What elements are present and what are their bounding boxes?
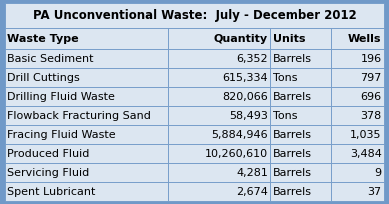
Bar xyxy=(270,68,331,87)
Bar xyxy=(270,106,331,125)
Bar xyxy=(331,49,384,68)
Bar xyxy=(5,68,168,87)
Text: 10,260,610: 10,260,610 xyxy=(205,149,268,159)
Bar xyxy=(5,3,384,29)
Text: Produced Fluid: Produced Fluid xyxy=(7,149,90,159)
Bar xyxy=(5,49,168,68)
Bar xyxy=(270,49,331,68)
Text: Basic Sediment: Basic Sediment xyxy=(7,54,94,64)
Bar xyxy=(168,125,270,144)
Bar xyxy=(5,125,168,144)
Bar xyxy=(270,144,331,163)
Text: Spent Lubricant: Spent Lubricant xyxy=(7,187,96,197)
Text: 615,334: 615,334 xyxy=(223,73,268,83)
Bar xyxy=(331,29,384,49)
Text: Tons: Tons xyxy=(273,111,297,121)
Text: Barrels: Barrels xyxy=(273,168,312,178)
Text: Barrels: Barrels xyxy=(273,54,312,64)
Bar xyxy=(168,49,270,68)
Bar xyxy=(5,163,168,182)
Text: 696: 696 xyxy=(361,92,382,102)
Bar xyxy=(270,182,331,201)
Bar xyxy=(270,163,331,182)
Bar xyxy=(168,29,270,49)
Text: 820,066: 820,066 xyxy=(222,92,268,102)
Text: 1,035: 1,035 xyxy=(350,130,382,140)
Text: Drill Cuttings: Drill Cuttings xyxy=(7,73,80,83)
Bar xyxy=(168,144,270,163)
Bar xyxy=(331,125,384,144)
Bar xyxy=(270,87,331,106)
Bar xyxy=(168,68,270,87)
Text: Barrels: Barrels xyxy=(273,187,312,197)
Text: 4,281: 4,281 xyxy=(236,168,268,178)
Text: Waste Type: Waste Type xyxy=(7,34,79,44)
Text: 378: 378 xyxy=(360,111,382,121)
Text: 6,352: 6,352 xyxy=(237,54,268,64)
Text: PA Unconventional Waste:  July - December 2012: PA Unconventional Waste: July - December… xyxy=(33,9,356,22)
Bar xyxy=(331,182,384,201)
Text: Barrels: Barrels xyxy=(273,92,312,102)
Bar xyxy=(331,163,384,182)
Text: 196: 196 xyxy=(361,54,382,64)
Bar xyxy=(5,106,168,125)
Bar xyxy=(5,144,168,163)
Bar xyxy=(168,163,270,182)
Bar xyxy=(270,29,331,49)
Bar xyxy=(331,68,384,87)
Text: 37: 37 xyxy=(368,187,382,197)
Bar xyxy=(5,29,168,49)
Text: 2,674: 2,674 xyxy=(236,187,268,197)
Text: Drilling Fluid Waste: Drilling Fluid Waste xyxy=(7,92,115,102)
Text: Units: Units xyxy=(273,34,305,44)
Text: Fracing Fluid Waste: Fracing Fluid Waste xyxy=(7,130,116,140)
Text: Servicing Fluid: Servicing Fluid xyxy=(7,168,89,178)
Text: Tons: Tons xyxy=(273,73,297,83)
Bar xyxy=(331,144,384,163)
Bar xyxy=(168,87,270,106)
Bar xyxy=(331,87,384,106)
Bar xyxy=(270,125,331,144)
Bar xyxy=(5,182,168,201)
Bar xyxy=(331,106,384,125)
Bar xyxy=(168,182,270,201)
Text: 58,493: 58,493 xyxy=(229,111,268,121)
Text: Quantity: Quantity xyxy=(214,34,268,44)
Text: Barrels: Barrels xyxy=(273,130,312,140)
Text: 3,484: 3,484 xyxy=(350,149,382,159)
Text: 9: 9 xyxy=(375,168,382,178)
Text: Wells: Wells xyxy=(348,34,382,44)
Text: 5,884,946: 5,884,946 xyxy=(211,130,268,140)
Bar xyxy=(168,106,270,125)
Text: Barrels: Barrels xyxy=(273,149,312,159)
Bar xyxy=(5,87,168,106)
Text: 797: 797 xyxy=(360,73,382,83)
Text: Flowback Fracturing Sand: Flowback Fracturing Sand xyxy=(7,111,151,121)
